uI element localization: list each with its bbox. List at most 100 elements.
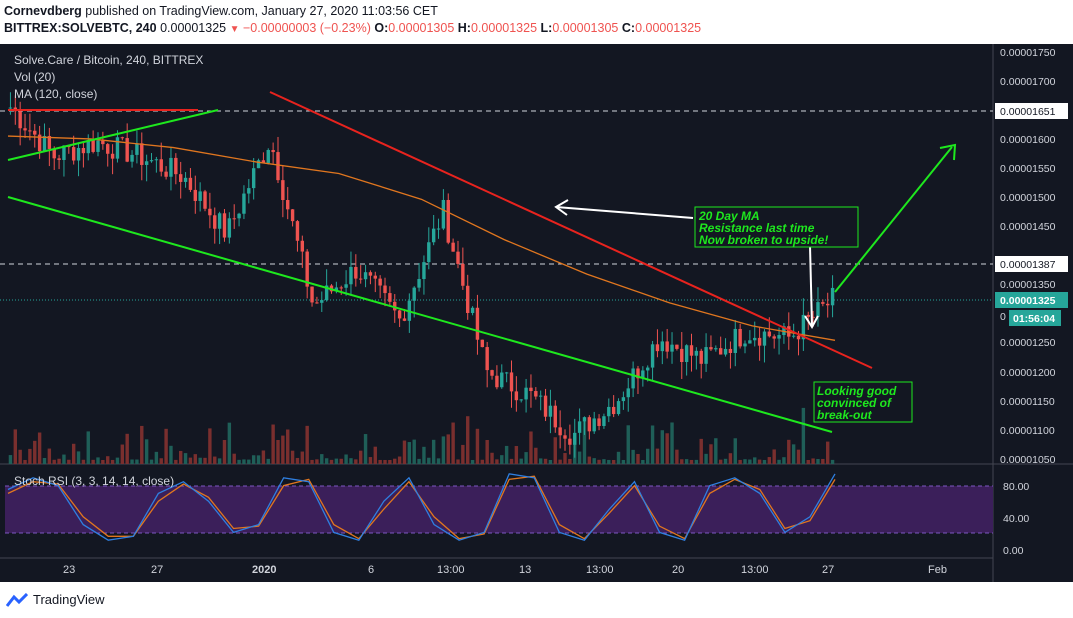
price-tick: 0.00001700 [1000, 76, 1056, 88]
candle [174, 157, 178, 175]
price-chart-svg[interactable]: 20 Day MA Resistance last time Now broke… [0, 44, 1073, 582]
volume-bar [271, 424, 275, 464]
candle [339, 287, 343, 289]
volume-bar [52, 459, 56, 464]
green-trendline-lower[interactable] [7, 196, 833, 433]
candle [373, 275, 377, 279]
volume-bar [67, 459, 71, 464]
candle [495, 375, 499, 388]
candle [485, 347, 489, 371]
volume-bar [18, 449, 22, 464]
volume-bar [558, 459, 562, 464]
candles [8, 92, 835, 458]
author-name[interactable]: Cornevdberg [4, 4, 82, 18]
candle [680, 348, 684, 362]
candle [689, 345, 694, 356]
volume-bar [62, 454, 66, 464]
volume-bar [563, 453, 567, 464]
volume-bar [33, 440, 37, 464]
volume-bar [621, 459, 626, 464]
volume-bar [519, 458, 523, 464]
volume-bar [188, 457, 193, 464]
volume-bar [144, 439, 149, 464]
volume-bar [830, 459, 835, 464]
candle [363, 272, 368, 280]
price-tick: 0.00001100 [1000, 425, 1055, 437]
volume-bar [276, 440, 280, 464]
candle [714, 348, 718, 350]
red-downtrend-line[interactable] [269, 91, 873, 369]
volume-bar [811, 458, 815, 464]
candle [782, 326, 786, 336]
ma-legend[interactable]: MA (120, close) [14, 87, 97, 101]
volume-bar [266, 458, 270, 464]
volume-bar [110, 459, 115, 464]
candle [169, 157, 173, 177]
candle [159, 159, 163, 172]
volume-bar [806, 459, 810, 464]
candle [290, 209, 295, 222]
volume-bar [728, 453, 733, 464]
stoch-tick: 80.00 [1003, 481, 1029, 493]
candle [811, 316, 815, 318]
candle [96, 140, 100, 152]
volume-bar [334, 458, 339, 464]
vol-legend[interactable]: Vol (20) [14, 70, 55, 84]
candle [466, 285, 470, 313]
candle [417, 279, 421, 288]
volume-bar [96, 457, 100, 464]
candle [358, 278, 363, 280]
candle [743, 343, 747, 347]
candle [305, 251, 309, 287]
volume-bar [106, 456, 110, 464]
stoch-legend[interactable]: Stoch RSI (3, 3, 14, 14, close) [14, 474, 174, 488]
volume-bar [529, 431, 533, 464]
volume-bar [514, 446, 519, 464]
green-trendline-upper[interactable] [7, 109, 219, 161]
ma-note-box[interactable] [694, 206, 859, 248]
header: Cornevdberg published on TradingView.com… [0, 0, 1073, 44]
volume-bar [543, 458, 548, 464]
candle [684, 345, 689, 362]
volume-bar [821, 458, 825, 464]
candle [548, 405, 553, 417]
volume-bar [193, 454, 197, 464]
ma-note-line-1: 20 Day MA [698, 209, 760, 223]
level-high-badge-text: 0.00001651 [1000, 106, 1056, 118]
volume-bar [47, 448, 52, 464]
candle [568, 438, 572, 445]
candle [582, 417, 587, 422]
candle [71, 147, 76, 161]
volume-bar [509, 458, 514, 464]
candle [232, 218, 236, 220]
green-projection-arrow[interactable] [834, 146, 953, 293]
volume-bar [611, 459, 616, 464]
candle [796, 335, 801, 340]
ma-note-line-2: Resistance last time [699, 221, 815, 235]
candle [534, 391, 538, 397]
candle [247, 188, 251, 194]
ma-note-line-3: Now broken to upside! [699, 233, 828, 247]
breakout-note-box[interactable] [813, 381, 913, 423]
volume-bar [500, 455, 504, 464]
volume-bar [568, 458, 572, 464]
candle [178, 174, 183, 182]
volume-bar [684, 459, 689, 464]
price-tick: 0.00001150 [1000, 396, 1055, 408]
volume-bar [354, 459, 358, 464]
volume-bar [315, 459, 319, 464]
tradingview-logo[interactable]: TradingView [6, 592, 105, 607]
candle [436, 228, 441, 230]
publish-info: Cornevdberg published on TradingView.com… [4, 4, 438, 18]
volume-bar [320, 454, 324, 464]
volume-bar [757, 459, 762, 464]
candle [587, 417, 592, 432]
candle [762, 331, 767, 346]
candle [699, 350, 703, 364]
high-label: H: [457, 21, 471, 35]
volume-bar [636, 454, 640, 464]
chart-area[interactable]: 20 Day MA Resistance last time Now broke… [0, 44, 1073, 582]
candle [543, 395, 548, 417]
volume-bar [772, 449, 776, 464]
footer: TradingView [0, 582, 1073, 618]
